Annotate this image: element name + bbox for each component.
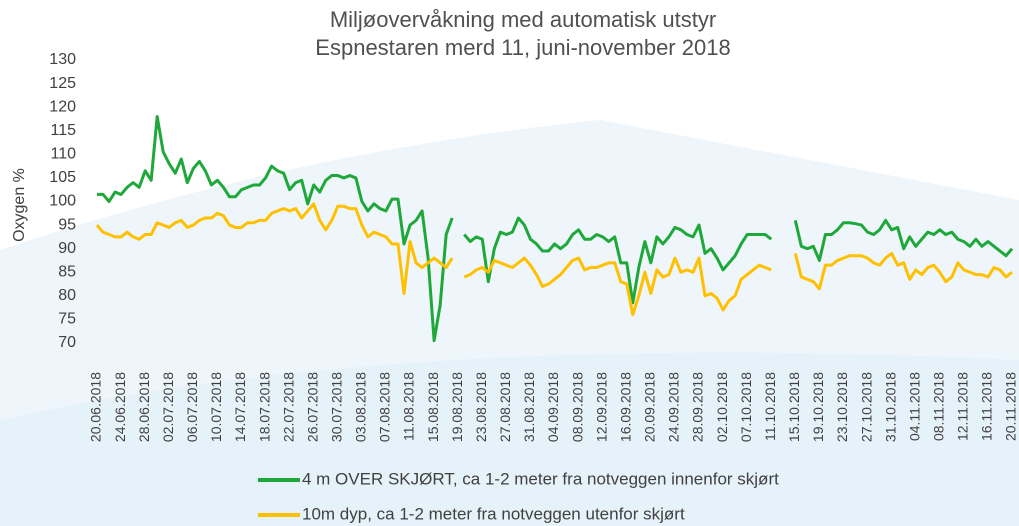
series-line [793,251,1013,291]
series-line [793,218,1014,262]
y-tick-label: 110 [50,146,76,163]
series-line [463,216,773,305]
chart-title: Miljøovervåkning med automatisk utstyr [330,7,716,32]
series-line [463,256,772,317]
x-tick-label: 20.09.2018 [642,372,658,442]
x-tick-label: 14.07.2018 [232,372,248,442]
y-tick-label: 75 [58,311,76,328]
x-tick-label: 27.08.2018 [497,372,513,442]
x-tick-label: 08.09.2018 [569,372,585,442]
x-tick-label: 23.10.2018 [834,372,850,442]
y-tick-label: 115 [50,122,76,139]
x-tick-label: 02.10.2018 [714,372,730,442]
x-tick-label: 03.08.2018 [353,372,369,442]
legend-label: 10m dyp, ca 1-2 meter fra notveggen uten… [302,504,685,523]
x-tick-label: 24.06.2018 [112,372,128,442]
y-tick-label: 80 [58,287,76,304]
x-tick-label: 28.09.2018 [690,372,706,442]
x-tick-label: 11.08.2018 [401,372,417,441]
x-tick-label: 28.06.2018 [136,372,152,442]
x-tick-label: 18.07.2018 [256,372,272,442]
x-tick-label: 04.11.2018 [906,372,922,441]
chart-subtitle: Espnestaren merd 11, juni-november 2018 [315,35,730,60]
x-tick-label: 16.09.2018 [617,372,633,442]
y-tick-label: 85 [58,263,76,280]
x-tick-label: 31.08.2018 [521,372,537,442]
x-tick-label: 04.09.2018 [545,372,561,442]
x-tick-label: 20.11.2018 [1003,372,1019,441]
x-tick-label: 12.09.2018 [593,372,609,442]
series-line [95,202,454,295]
y-tick-label: 100 [49,193,76,210]
y-tick-label: 90 [58,240,76,257]
x-tick-label: 24.09.2018 [666,372,682,442]
x-tick-label: 07.10.2018 [738,372,754,442]
x-tick-label: 07.08.2018 [377,372,393,442]
series-line [97,115,454,343]
x-tick-label: 10.07.2018 [208,372,224,442]
x-tick-label: 12.11.2018 [955,372,971,441]
x-tick-label: 06.07.2018 [184,372,200,442]
x-tick-label: 02.07.2018 [160,372,176,442]
y-tick-label: 70 [58,334,76,351]
y-tick-label: 105 [49,169,76,186]
x-tick-label: 19.08.2018 [449,372,465,442]
y-tick-label: 95 [58,216,76,233]
x-tick-label: 23.08.2018 [473,372,489,442]
y-tick-label: 130 [49,51,76,68]
x-tick-label: 16.11.2018 [979,372,995,441]
x-tick-label: 26.07.2018 [304,372,320,442]
x-tick-label: 15.08.2018 [425,372,441,442]
x-tick-label: 30.07.2018 [329,372,345,442]
x-tick-label: 19.10.2018 [810,372,826,442]
x-tick-label: 22.07.2018 [280,372,296,442]
y-tick-label: 125 [49,75,76,92]
x-tick-label: 15.10.2018 [786,372,802,442]
x-tick-label: 31.10.2018 [882,372,898,442]
x-tick-label: 20.06.2018 [88,372,104,442]
x-tick-label: 11.10.2018 [762,372,778,441]
y-tick-label: 120 [49,98,76,115]
x-tick-label: 08.11.2018 [931,372,947,441]
y-axis-label: Oxygen % [11,168,28,242]
legend-label: 4 m OVER SKJØRT, ca 1-2 meter fra notveg… [302,469,779,488]
x-tick-label: 27.10.2018 [858,372,874,442]
background [0,120,1019,526]
